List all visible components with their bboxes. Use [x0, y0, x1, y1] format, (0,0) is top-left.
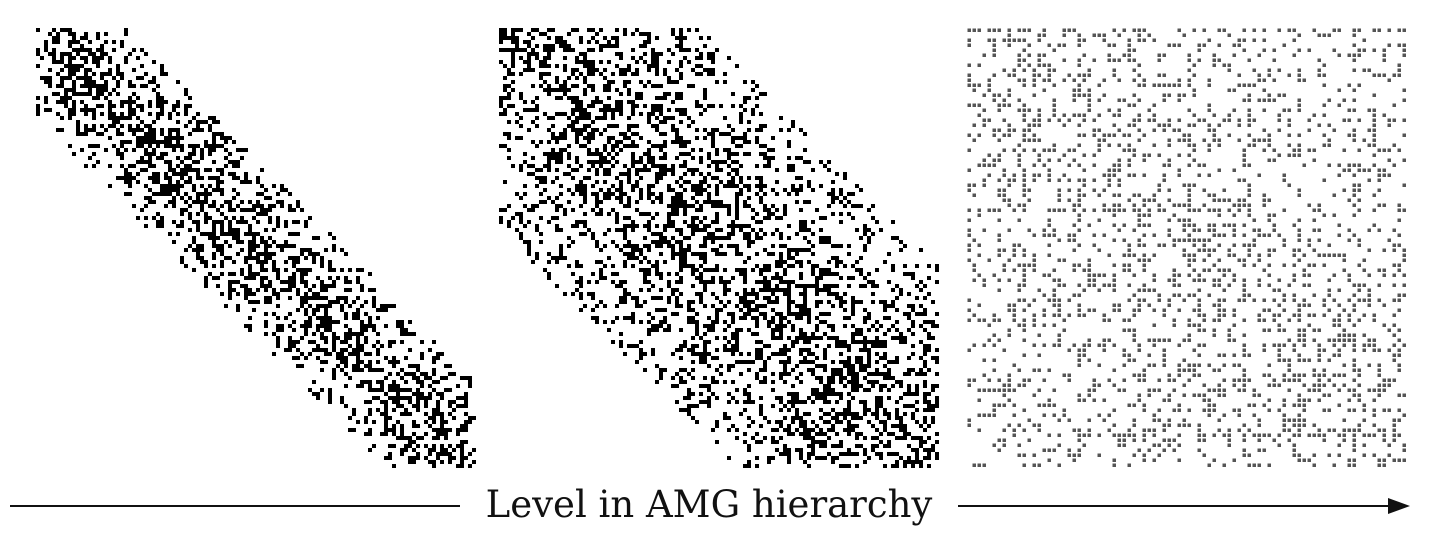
sparsity-plot-1	[36, 28, 476, 468]
sparsity-pattern-level-3	[967, 28, 1409, 470]
axis-line-right	[958, 505, 1388, 507]
sparsity-plot-2	[499, 28, 939, 468]
arrow-right-icon	[1388, 498, 1410, 514]
sparsity-plot-3	[967, 28, 1406, 467]
sparsity-pattern-level-1	[36, 28, 478, 470]
axis-line-left	[10, 505, 460, 507]
axis-label: Level in AMG hierarchy	[485, 483, 933, 526]
sparsity-pattern-level-2	[499, 28, 941, 470]
hierarchy-axis: Level in AMG hierarchy	[0, 480, 1435, 530]
